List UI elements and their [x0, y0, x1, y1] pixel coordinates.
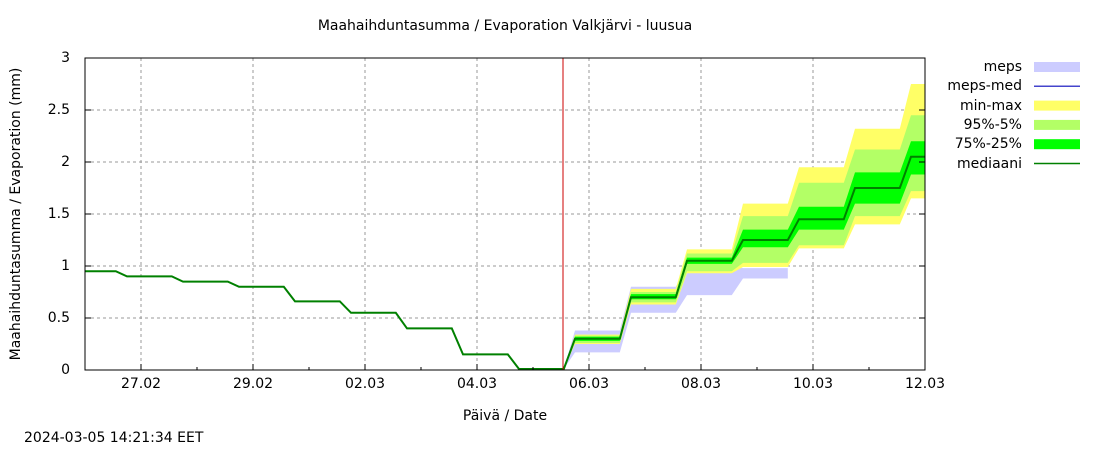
legend-label: min-max	[960, 97, 1022, 114]
legend-label: 95%-5%	[963, 116, 1022, 133]
band-meps	[519, 266, 788, 369]
legend-swatch	[1034, 100, 1080, 111]
legend-label: meps-med	[947, 78, 1022, 95]
legend-label: 75%-25%	[954, 136, 1022, 153]
chart-title: Maahaihduntasumma / Evaporation Valkjärv…	[317, 18, 693, 34]
tick-marks	[84, 57, 926, 371]
y-tick-label: 2	[61, 154, 70, 170]
legend-swatch	[1034, 139, 1080, 150]
x-tick-label: 27.02	[120, 376, 162, 392]
y-tick-label: 1	[61, 258, 70, 274]
band-95-5-	[519, 115, 925, 369]
x-tick-label: 12.03	[904, 376, 946, 392]
x-tick-label: 06.03	[568, 376, 610, 392]
legend-swatch	[1034, 62, 1080, 72]
y-tick-label: 0.5	[47, 310, 70, 326]
y-tick-label: 3	[61, 50, 70, 66]
x-tick-label: 02.03	[344, 376, 386, 392]
timestamp: 2024-03-05 14:21:34 EET	[24, 430, 204, 446]
y-tick-label: 1.5	[47, 206, 70, 222]
x-tick-label: 29.02	[232, 376, 274, 392]
median-line	[85, 155, 925, 370]
band-min-max	[519, 84, 925, 369]
x-tick-label: 04.03	[456, 376, 498, 392]
legend-label: meps	[983, 59, 1022, 75]
x-tick-label: 10.03	[792, 376, 834, 392]
grid-lines	[85, 58, 925, 370]
legend-swatches	[1034, 62, 1080, 165]
legend-label: mediaani	[957, 155, 1022, 172]
legend-swatch	[1034, 119, 1080, 130]
x-axis-label: Päivä / Date	[462, 408, 548, 424]
y-tick-label: 2.5	[47, 102, 70, 118]
x-tick-label: 08.03	[680, 376, 722, 392]
data-bands	[519, 84, 925, 369]
data-lines	[85, 155, 925, 370]
y-tick-label: 0	[61, 362, 70, 378]
